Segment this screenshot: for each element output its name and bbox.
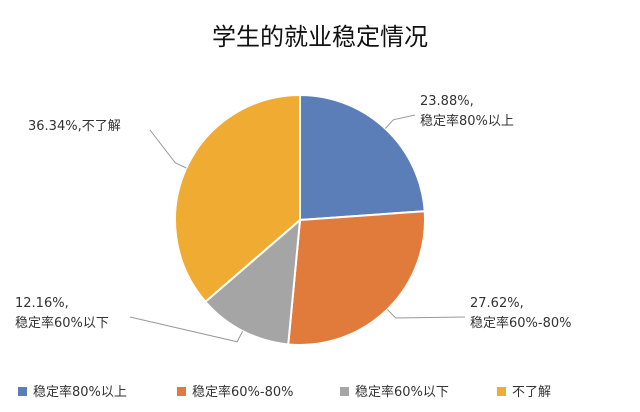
pie-slice: [203, 217, 302, 346]
data-label-category: 稳定率80%以上: [420, 113, 514, 129]
legend-label: 稳定率60%以下: [355, 384, 449, 400]
data-label-category: 稳定率60%-80%: [470, 315, 571, 331]
data-labels: 23.88%, 稳定率80%以上 27.62%, 稳定率60%-80% 12.16%, 稳…: [15, 94, 571, 343]
legend-label: 稳定率80%以上: [33, 384, 127, 400]
data-label-value: 27.62%,: [470, 296, 524, 311]
leader-line: [129, 316, 244, 343]
leader-line: [386, 309, 466, 319]
legend-label: 稳定率60%-80%: [192, 384, 293, 400]
legend-swatch: [177, 387, 186, 396]
legend-label: 不了解: [512, 385, 551, 400]
legend-swatch: [340, 387, 349, 396]
pie-slice: [287, 210, 426, 346]
data-label-value: 36.34%,: [28, 119, 82, 134]
data-label-category: 不了解: [82, 119, 121, 134]
legend-swatch: [18, 387, 27, 396]
data-label-value: 23.88%,: [420, 94, 474, 109]
leader-line: [149, 129, 187, 169]
data-label-value: 12.16%,: [15, 296, 69, 311]
pie-slice: [174, 93, 301, 304]
pie-slice: [299, 93, 426, 222]
leader-line: [384, 114, 416, 129]
data-label: 36.34%,不了解: [28, 119, 121, 134]
legend-swatch: [497, 387, 506, 396]
chart-title: 学生的就业稳定情况: [212, 23, 428, 51]
data-label-category: 稳定率60%以下: [15, 315, 109, 331]
pie: [174, 93, 426, 346]
legend: 稳定率80%以上 稳定率60%-80% 稳定率60%以下 不了解: [18, 384, 551, 400]
